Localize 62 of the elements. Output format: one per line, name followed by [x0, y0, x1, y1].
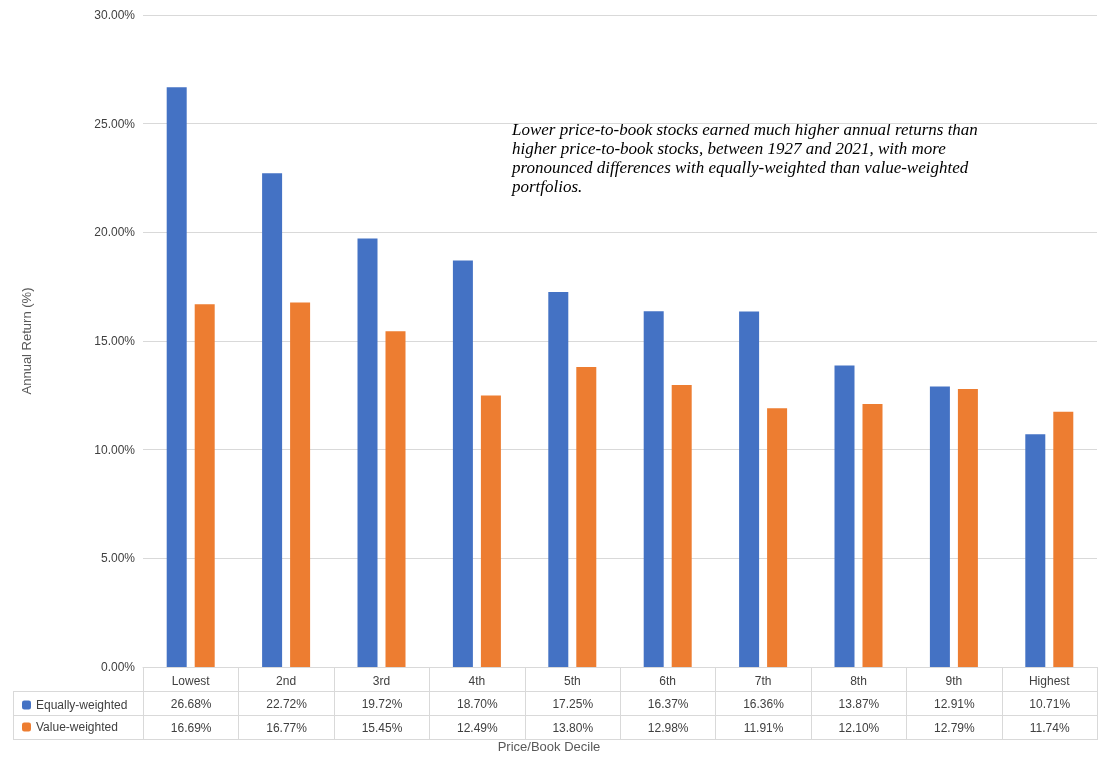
data-label: 16.69%: [143, 715, 239, 740]
data-label: 10.71%: [1002, 691, 1098, 716]
x-axis-title: Price/Book Decile: [497, 739, 601, 754]
x-tick-label: 8th: [850, 674, 867, 688]
bar: [929, 386, 950, 667]
data-label: 16.37%: [620, 691, 716, 716]
x-tick-label: 2nd: [276, 674, 297, 688]
data-label: 11.91%: [715, 715, 812, 740]
bar: [194, 304, 215, 667]
data-label: 22.72%: [238, 691, 335, 716]
bar: [643, 311, 664, 667]
bar: [739, 311, 760, 667]
bar: [862, 404, 883, 667]
data-label: 12.49%: [429, 715, 526, 740]
bar: [385, 331, 406, 667]
bar: [290, 302, 311, 667]
data-label: 16.77%: [238, 715, 335, 740]
legend-label: Equally-weighted: [36, 698, 128, 712]
y-tick-label: 30.00%: [94, 8, 136, 22]
x-tick-label: 9th: [945, 674, 963, 688]
y-tick-label: 20.00%: [94, 225, 136, 240]
x-tick-label: Lowest: [171, 674, 211, 688]
y-tick-label: 0.00%: [100, 660, 136, 674]
data-label: 15.45%: [334, 715, 430, 740]
x-tick-label: 5th: [563, 674, 581, 688]
data-label: 11.74%: [1002, 715, 1098, 740]
data-label: 12.10%: [811, 715, 907, 740]
annotation: Lower price-to-book stocks earned much higher annual returns than higher price-to-book stocks, between 1927 and 2021, with more pronounced differences with equally-weighted than value-weighted portfolios.: [511, 120, 983, 196]
bar: [834, 365, 855, 667]
y-tick-label: 5.00%: [100, 551, 136, 566]
bar: [1053, 411, 1074, 667]
data-label: 13.80%: [525, 715, 621, 740]
x-tick-label: 7th: [754, 674, 772, 688]
data-label: 18.70%: [429, 691, 526, 716]
bar: [452, 260, 473, 667]
data-label: 26.68%: [143, 691, 239, 716]
data-label: 12.91%: [906, 691, 1003, 716]
x-tick-label: Highest: [1028, 674, 1071, 688]
x-tick-label: 4th: [468, 674, 486, 688]
bar: [480, 395, 501, 667]
data-label: 12.98%: [620, 715, 716, 740]
data-label: 16.36%: [715, 691, 812, 716]
data-label: 19.72%: [334, 691, 430, 716]
bar: [357, 238, 378, 667]
y-tick-label: 25.00%: [94, 116, 136, 131]
bar: [166, 87, 187, 667]
bar: [957, 389, 978, 667]
bar: [671, 384, 692, 667]
legend-label: Value-weighted: [36, 720, 118, 734]
bar: [576, 367, 597, 667]
bar: [262, 173, 283, 667]
data-label: 12.79%: [906, 715, 1003, 740]
y-tick-label: 15.00%: [94, 334, 136, 348]
data-label: 13.87%: [811, 691, 907, 716]
y-tick-label: 10.00%: [94, 442, 136, 457]
x-tick-label: 3rd: [372, 674, 391, 688]
x-tick-label: 6th: [659, 674, 677, 688]
y-axis-title: Annual Return (%): [19, 287, 34, 395]
bar: [1025, 434, 1046, 667]
bar: [548, 292, 569, 667]
bar: [767, 408, 788, 667]
data-label: 17.25%: [525, 691, 621, 716]
